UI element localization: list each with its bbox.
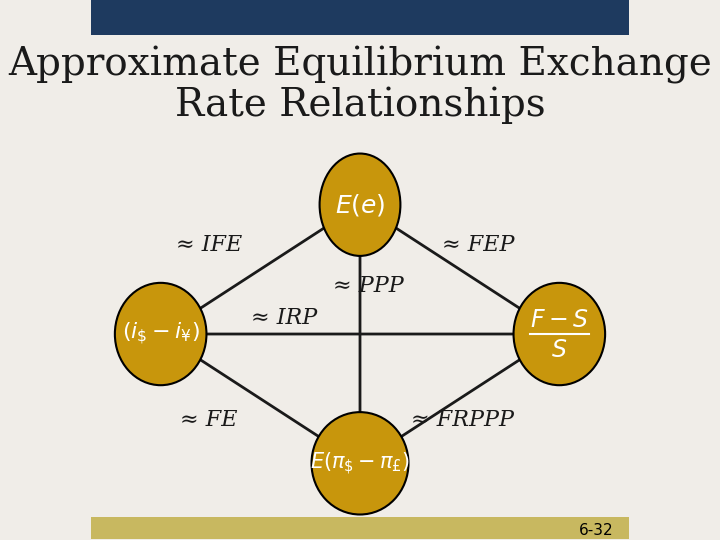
Text: 6-32: 6-32 [579,523,613,538]
Text: ≈ FE: ≈ FE [181,409,238,431]
Text: ≈ IFE: ≈ IFE [176,234,242,256]
Text: ≈ FEP: ≈ FEP [442,234,515,256]
Text: Approximate Equilibrium Exchange: Approximate Equilibrium Exchange [8,46,712,84]
FancyBboxPatch shape [91,517,629,539]
Text: $F - S$: $F - S$ [530,309,589,332]
Text: $(i_\$ - i_¥)$: $(i_\$ - i_¥)$ [122,321,199,347]
Ellipse shape [115,283,207,385]
FancyBboxPatch shape [91,0,629,35]
Text: ≈ FRPPP: ≈ FRPPP [411,409,514,431]
Text: $S$: $S$ [552,339,567,362]
Ellipse shape [320,153,400,256]
Ellipse shape [312,412,408,515]
Text: $E(\pi_\$ - \pi_£)$: $E(\pi_\$ - \pi_£)$ [310,450,410,477]
Text: $E(e)$: $E(e)$ [335,192,385,218]
Text: Rate Relationships: Rate Relationships [175,86,545,124]
Text: ≈ PPP: ≈ PPP [333,274,403,296]
Ellipse shape [513,283,605,385]
Text: ≈ IRP: ≈ IRP [251,307,318,329]
